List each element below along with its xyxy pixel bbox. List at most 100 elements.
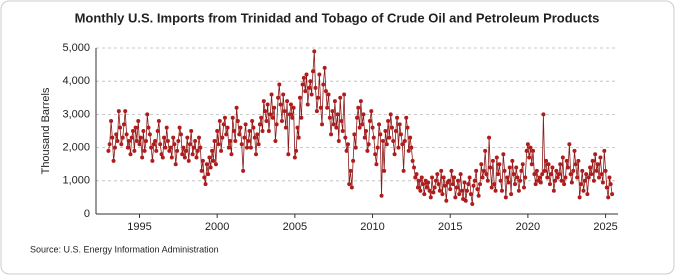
data-point — [245, 145, 250, 150]
data-point — [226, 145, 231, 150]
data-point — [164, 125, 169, 130]
data-point — [171, 135, 176, 140]
data-point — [169, 155, 174, 160]
data-point — [353, 145, 358, 150]
data-point — [402, 138, 407, 143]
data-point — [111, 158, 116, 163]
data-point — [307, 85, 312, 90]
data-point — [606, 195, 611, 200]
data-point — [121, 122, 126, 127]
data-point — [427, 188, 432, 193]
data-point — [178, 132, 183, 137]
data-point — [422, 192, 427, 197]
data-point — [325, 105, 330, 110]
data-point — [481, 168, 486, 173]
data-point — [234, 105, 239, 110]
data-point — [470, 202, 475, 207]
data-point — [224, 132, 229, 137]
data-point — [496, 172, 501, 177]
data-point — [415, 185, 420, 190]
data-point — [375, 145, 380, 150]
data-point — [400, 142, 405, 147]
x-tick-label: 2000 — [205, 221, 229, 233]
data-point — [498, 178, 503, 183]
data-point — [311, 69, 316, 74]
data-point — [545, 175, 550, 180]
data-point — [313, 85, 318, 90]
data-point — [277, 82, 282, 87]
data-point — [597, 175, 602, 180]
data-point — [112, 145, 117, 150]
data-point — [603, 168, 608, 173]
data-point — [300, 82, 305, 87]
data-point — [584, 172, 589, 177]
data-point — [134, 138, 139, 143]
data-point — [595, 162, 600, 167]
data-point — [304, 72, 309, 77]
data-point — [260, 129, 265, 133]
data-point — [505, 175, 510, 180]
data-point — [374, 162, 379, 167]
data-point — [185, 135, 190, 140]
data-point — [225, 125, 230, 130]
y-tick-label: 3,000 — [62, 108, 90, 120]
data-point — [110, 135, 115, 140]
data-point — [295, 125, 300, 130]
data-point — [220, 135, 225, 140]
data-point — [130, 129, 135, 133]
data-point — [588, 165, 593, 170]
data-point — [573, 162, 578, 167]
data-point — [522, 185, 527, 190]
data-point — [147, 132, 152, 137]
data-point — [391, 138, 396, 143]
series-line — [108, 51, 613, 205]
data-point — [204, 162, 209, 167]
data-point — [322, 65, 327, 70]
data-point — [424, 185, 429, 190]
data-point — [248, 145, 253, 150]
data-point — [279, 119, 284, 124]
data-point — [501, 152, 506, 157]
data-point — [297, 95, 302, 100]
data-point — [156, 119, 161, 124]
data-point — [602, 148, 607, 153]
data-point — [140, 155, 145, 160]
data-point — [509, 192, 514, 197]
data-point — [431, 190, 436, 195]
y-tick-label: 1,000 — [62, 175, 90, 187]
data-point — [314, 109, 319, 114]
data-point — [273, 138, 278, 143]
data-point — [123, 109, 128, 114]
data-point — [150, 158, 155, 163]
data-point — [430, 175, 435, 180]
data-point — [579, 182, 584, 187]
data-point — [151, 142, 156, 147]
data-point — [326, 92, 331, 97]
data-point — [409, 145, 414, 150]
data-point — [355, 115, 359, 120]
data-point — [246, 138, 251, 143]
data-point — [230, 115, 235, 120]
data-point — [550, 165, 555, 170]
data-point — [235, 119, 240, 124]
data-point — [190, 152, 195, 157]
data-point — [364, 129, 369, 133]
data-point — [215, 129, 220, 133]
data-point — [257, 122, 262, 127]
data-point — [210, 148, 215, 153]
data-point — [347, 182, 352, 187]
data-point — [338, 95, 343, 100]
data-point — [286, 152, 291, 157]
data-point — [464, 188, 469, 193]
data-point — [270, 115, 275, 120]
data-point — [607, 175, 612, 180]
data-point — [569, 180, 574, 185]
data-point — [506, 180, 511, 185]
data-point — [168, 145, 173, 150]
data-point — [474, 168, 479, 173]
data-point — [317, 72, 322, 77]
data-point — [193, 138, 198, 143]
data-point — [207, 155, 212, 160]
data-point — [176, 138, 181, 143]
